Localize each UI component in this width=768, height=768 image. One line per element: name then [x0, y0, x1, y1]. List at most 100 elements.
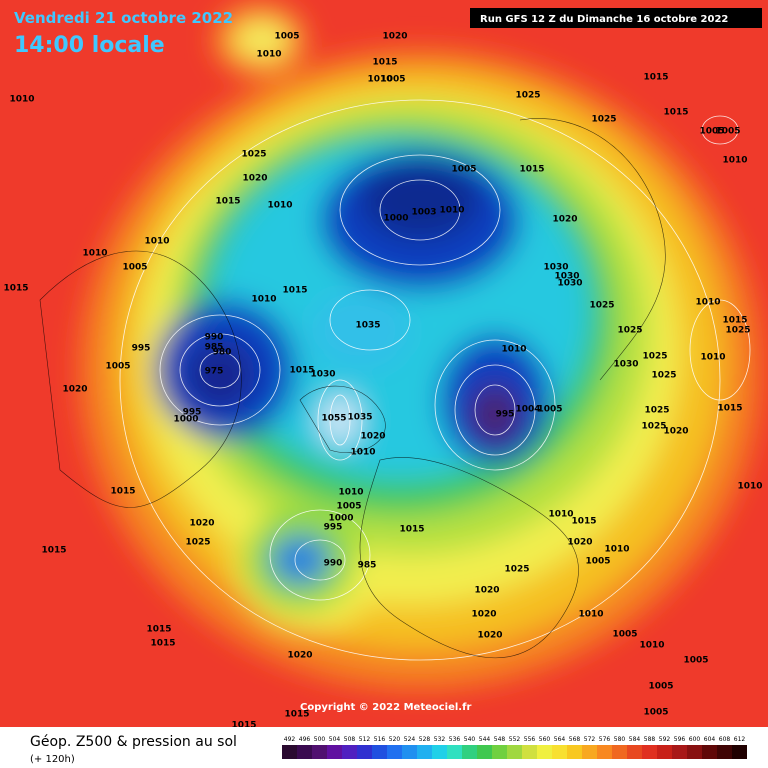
colorbar-swatch — [432, 745, 447, 759]
colorbar-swatch — [717, 745, 732, 759]
isobar-label: 1025 — [185, 538, 210, 548]
isobar-label: 995 — [324, 523, 343, 533]
isobar-label: 1025 — [725, 326, 750, 336]
colorbar-label: 496 — [299, 736, 311, 743]
isobar-label: 1015 — [519, 165, 544, 175]
isobar-label: 1005 — [715, 127, 740, 137]
isobar-label: 1015 — [663, 108, 688, 118]
isobar-label: 1015 — [146, 625, 171, 635]
isobar-label: 1055 — [321, 414, 346, 424]
isobar-label: 1010 — [501, 345, 526, 355]
isobar-label: 995 — [496, 410, 515, 420]
isobar-label: 1025 — [504, 565, 529, 575]
isobar-label: 1015 — [643, 73, 668, 83]
isobar-label: 1020 — [382, 32, 407, 42]
colorbar-swatch — [462, 745, 477, 759]
colorbar-swatch — [477, 745, 492, 759]
isobar-label: 1005 — [537, 405, 562, 415]
colorbar-swatch — [417, 745, 432, 759]
colorbar: 492 496 500 504 508 512 516 520 524 528 532 536 540 5… — [282, 736, 747, 759]
isobar-label: 1010 — [82, 249, 107, 259]
colorbar-label: 536 — [449, 736, 461, 743]
isobar-label: 1020 — [471, 610, 496, 620]
colorbar-swatch — [342, 745, 357, 759]
isobar-label: 1010 — [144, 237, 169, 247]
isobar-label: 1005 — [380, 75, 405, 85]
isobar-label: 1020 — [62, 385, 87, 395]
colorbar-label: 560 — [539, 736, 551, 743]
colorbar-swatch — [702, 745, 717, 759]
isobar-label: 1015 — [41, 546, 66, 556]
isobar-label: 1005 — [122, 263, 147, 273]
colorbar-swatch — [402, 745, 417, 759]
isobar-label: 985 — [358, 561, 377, 571]
isobar-label: 1010 — [737, 482, 762, 492]
isobar-label: 985 — [205, 343, 224, 353]
colorbar-label: 580 — [614, 736, 626, 743]
isobar-label: 975 — [205, 367, 224, 377]
isobar-label: 1020 — [474, 586, 499, 596]
isobar-label: 995 — [132, 344, 151, 354]
colorbar-label: 532 — [434, 736, 446, 743]
colorbar-label: 576 — [599, 736, 611, 743]
isobar-label: 1015 — [289, 366, 314, 376]
colorbar-swatch — [507, 745, 522, 759]
isobar-label: 1025 — [589, 301, 614, 311]
isobar-label: 1015 — [722, 316, 747, 326]
isobar-label: 1005 — [105, 362, 130, 372]
isobar-label: 1005 — [648, 682, 673, 692]
isobar-label: 1015 — [150, 639, 175, 649]
isobar-label: 1010 — [338, 488, 363, 498]
colorbar-label: 528 — [419, 736, 431, 743]
colorbar-label: 500 — [314, 736, 326, 743]
isobar-label: 1010 — [256, 50, 281, 60]
isobar-label: 1035 — [355, 321, 380, 331]
colorbar-swatch — [522, 745, 537, 759]
isobar-label: 1010 — [251, 295, 276, 305]
colorbar-label: 508 — [344, 736, 356, 743]
forecast-date: Vendredi 21 octobre 2022 — [14, 9, 233, 27]
isobar-label: 1005 — [612, 630, 637, 640]
isobar-label: 1005 — [683, 656, 708, 666]
isobar-label: 1030 — [554, 272, 579, 282]
colorbar-swatch — [387, 745, 402, 759]
isobars — [119, 99, 751, 661]
colorbar-label: 612 — [734, 736, 746, 743]
run-box — [470, 8, 762, 28]
isobar-label: 1010 — [350, 448, 375, 458]
isobar-label: 1015 — [372, 58, 397, 68]
colorbar-swatch — [327, 745, 342, 759]
colorbar-label: 564 — [554, 736, 566, 743]
isobar-label: 1025 — [515, 91, 540, 101]
colorbar-swatch — [552, 745, 567, 759]
colorbar-swatch — [297, 745, 312, 759]
colorbar-swatch — [612, 745, 627, 759]
isobar-label: 1035 — [347, 413, 372, 423]
isobar-label: 1020 — [287, 651, 312, 661]
isobar-label: 1003 — [411, 208, 436, 218]
colorbar-label: 524 — [404, 736, 416, 743]
colorbar-swatch — [282, 745, 297, 759]
isobar-label: 1025 — [651, 371, 676, 381]
colorbar-swatch — [627, 745, 642, 759]
footer-title: Géop. Z500 & pression au sol — [30, 734, 237, 750]
isobar-label: 1005 — [699, 127, 724, 137]
isobar-label: 1030 — [613, 360, 638, 370]
isobar-label: 1005 — [643, 708, 668, 718]
isobar-label: 1010 — [639, 641, 664, 651]
colorbar-label: 512 — [359, 736, 371, 743]
colorbar-swatch — [657, 745, 672, 759]
colorbar-swatch — [537, 745, 552, 759]
colorbar-swatch — [312, 745, 327, 759]
isobar-label: 1015 — [571, 517, 596, 527]
isobar-label: 990 — [324, 559, 343, 569]
isobar-label: 1005 — [585, 557, 610, 567]
isobar-label: 1005 — [336, 502, 361, 512]
isobar-label: 1030 — [543, 263, 568, 273]
run-info: Run GFS 12 Z du Dimanche 16 octobre 2022 — [480, 14, 728, 25]
isobar-label: 1010 — [604, 545, 629, 555]
colorbar-label: 596 — [674, 736, 686, 743]
colorbar-label: 588 — [644, 736, 656, 743]
